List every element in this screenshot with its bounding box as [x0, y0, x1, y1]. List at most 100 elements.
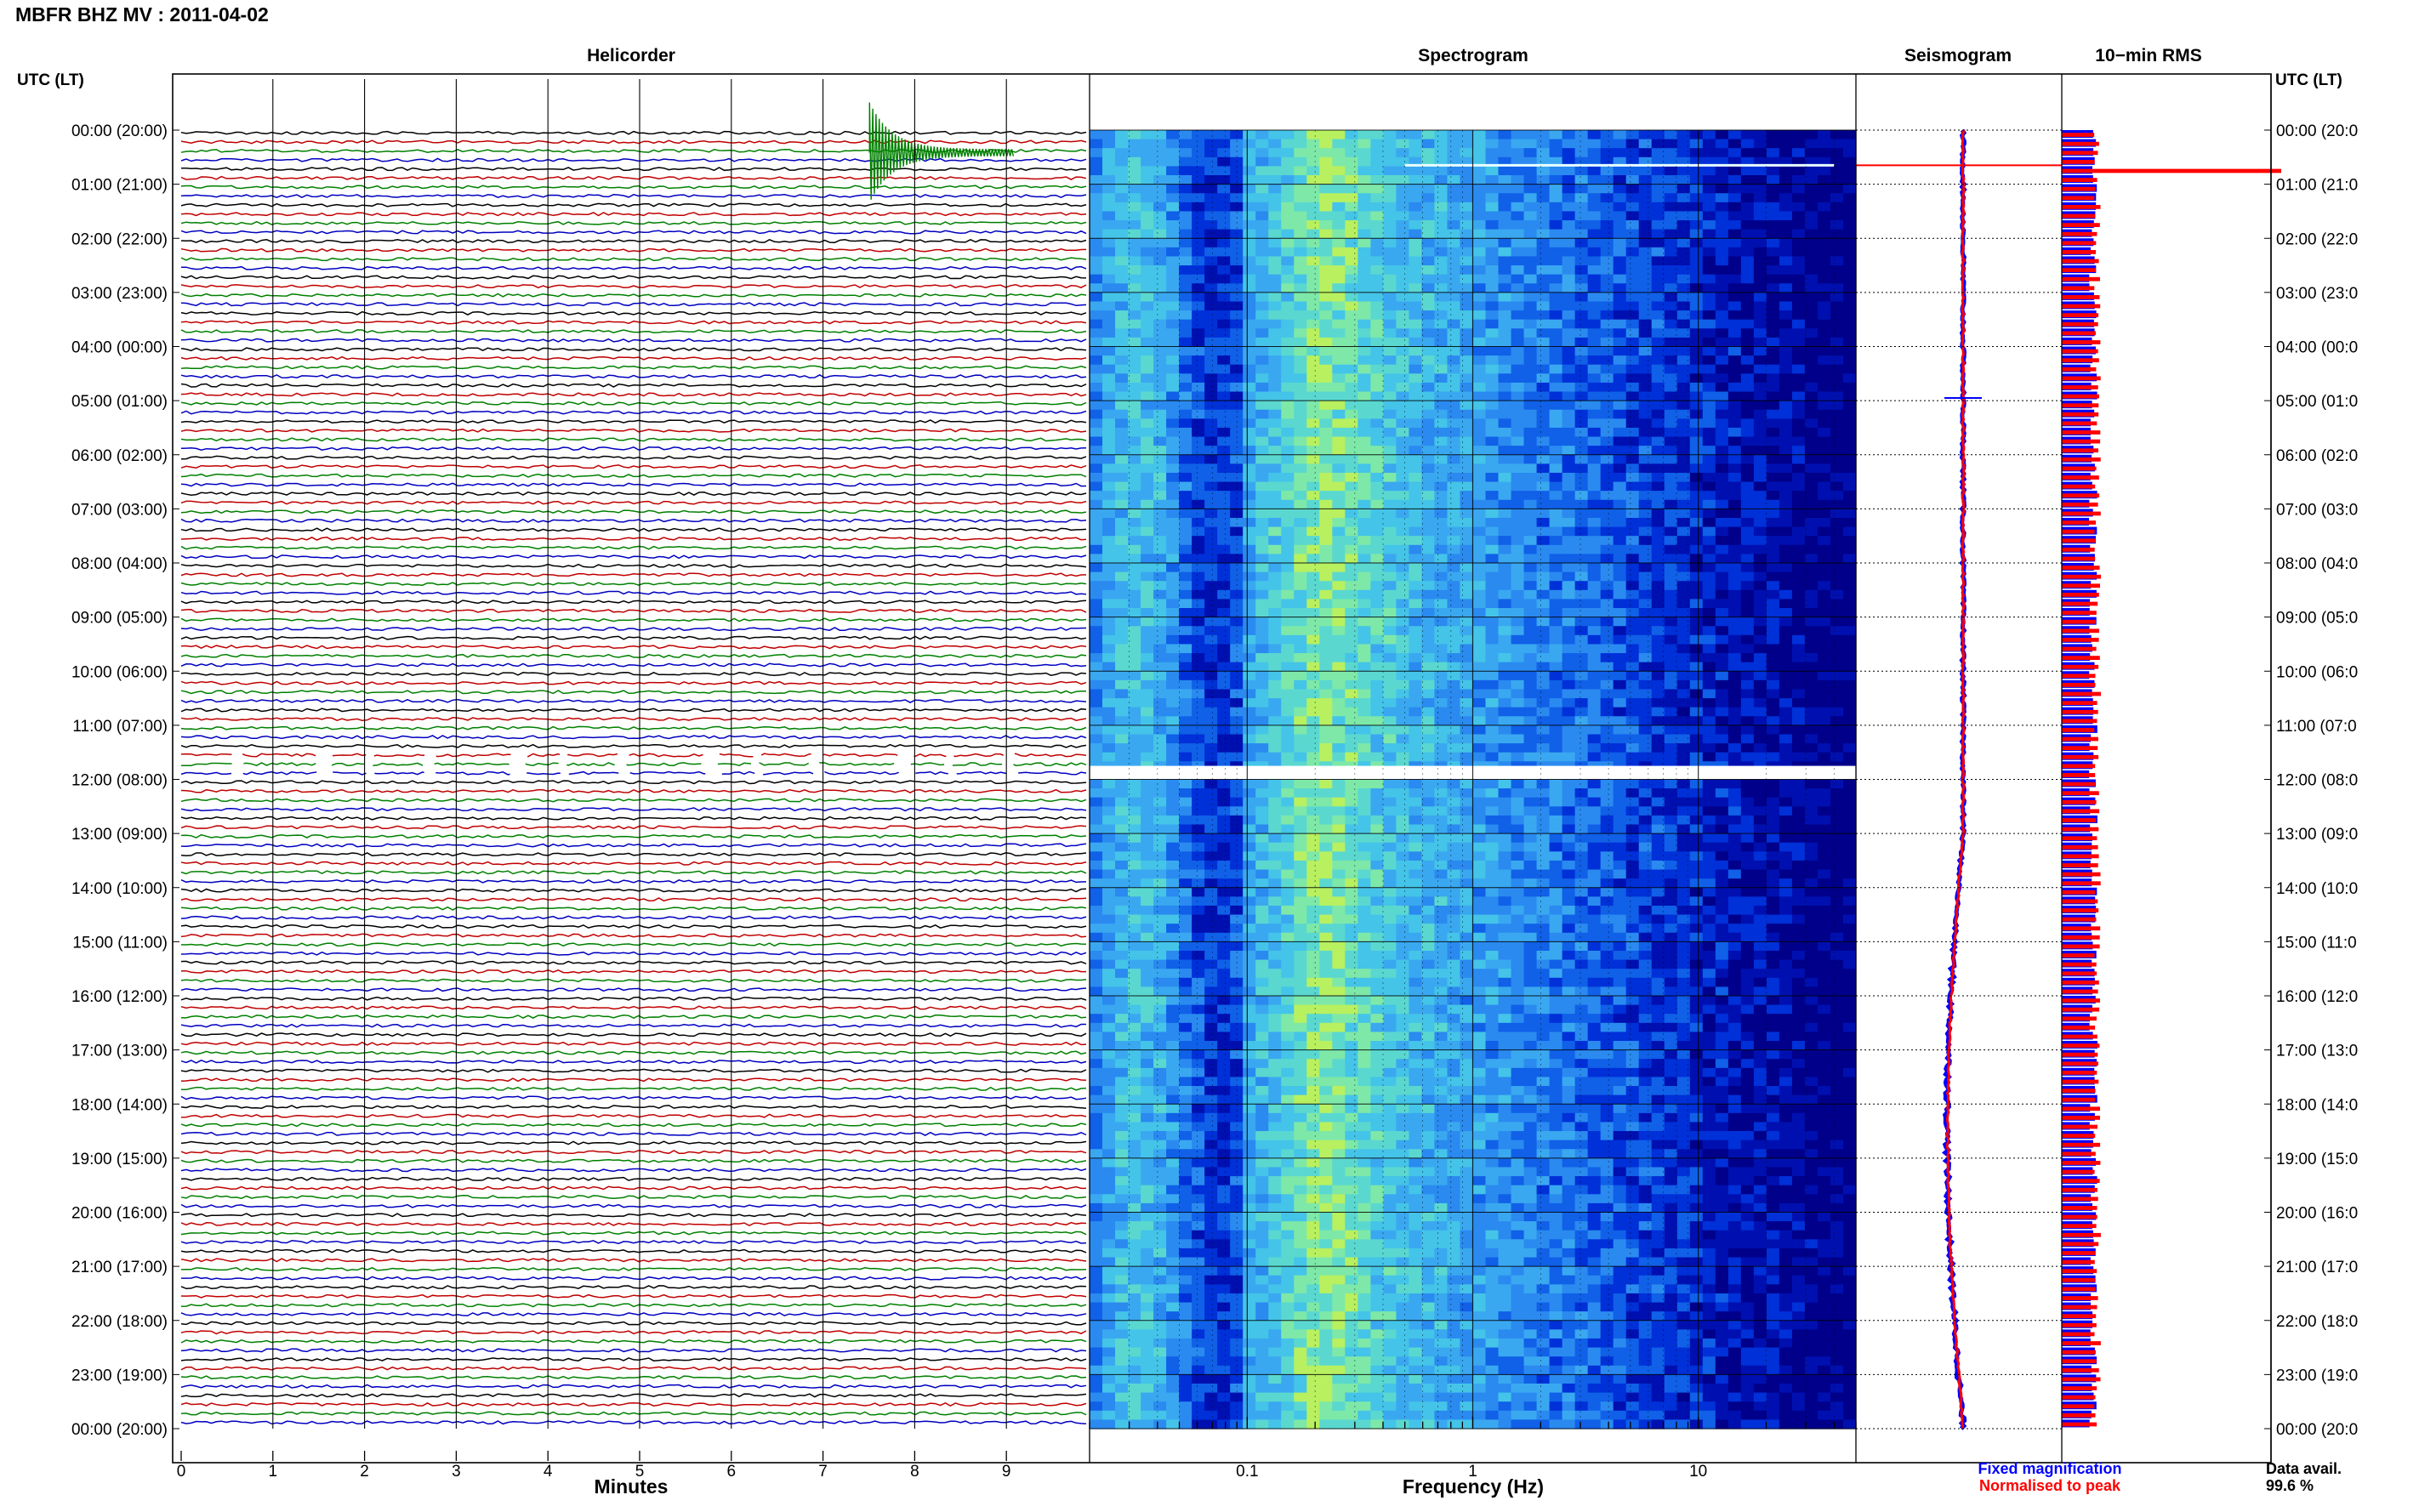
spectrogram-cell	[1281, 391, 1295, 401]
spectrogram-cell	[1842, 869, 1857, 879]
spectrogram-cell	[1600, 806, 1614, 816]
spectrogram-cell	[1345, 193, 1358, 203]
spectrogram-cell	[1549, 220, 1563, 230]
spectrogram-cell	[1498, 373, 1512, 384]
spectrogram-cell	[1332, 229, 1346, 239]
spectrogram-cell	[1409, 833, 1423, 844]
spectrogram-cell	[1638, 869, 1653, 879]
spectrogram-cell	[1727, 175, 1742, 185]
spectrogram-cell	[1192, 175, 1205, 185]
spectrogram-cell	[1115, 815, 1129, 826]
spectrogram-cell	[1562, 824, 1576, 834]
spectrogram-cell	[1409, 382, 1423, 393]
spectrogram-cell	[1536, 427, 1551, 438]
spectrogram-cell	[1536, 589, 1551, 600]
spectrogram-cell	[1574, 382, 1589, 393]
spectrogram-cell	[1651, 175, 1665, 185]
spectrogram-cell	[1817, 256, 1831, 266]
spectrogram-cell	[1243, 589, 1256, 600]
spectrogram-cell	[1485, 617, 1500, 627]
spectrogram-cell	[1345, 373, 1358, 384]
spectrogram-cell	[1472, 256, 1487, 266]
spectrogram-cell	[1753, 824, 1767, 834]
spectrogram-cell	[1141, 364, 1154, 374]
spectrogram-cell	[1587, 229, 1602, 239]
spectrogram-cell	[1600, 301, 1614, 311]
spectrogram-cell	[1128, 193, 1141, 203]
spectrogram-cell	[1702, 328, 1716, 338]
spectrogram-cell	[1587, 679, 1602, 691]
spectrogram-cell	[1357, 689, 1371, 699]
spectrogram-cell	[1779, 626, 1793, 636]
spectrogram-cell	[1383, 734, 1397, 744]
spectrogram-cell	[1562, 716, 1576, 726]
spectrogram-cell	[1255, 824, 1269, 834]
spectrogram-cell	[1727, 851, 1742, 861]
spectrogram-cell	[1217, 418, 1231, 429]
spectrogram-cell	[1511, 382, 1525, 393]
spectrogram-cell	[1396, 869, 1410, 879]
spectrogram-cell	[1740, 418, 1755, 429]
spectrogram-cell	[1498, 491, 1512, 501]
spectrogram-cell	[1434, 166, 1449, 176]
spectrogram-cell	[1600, 698, 1614, 708]
spectrogram-cell	[1204, 319, 1218, 329]
spectrogram-cell	[1587, 238, 1602, 248]
spectrogram-cell	[1498, 626, 1512, 636]
spectrogram-cell	[1179, 517, 1192, 528]
spectrogram-cell	[1434, 860, 1449, 871]
spectrogram-cell	[1740, 797, 1755, 807]
spectrogram-cell	[1562, 608, 1576, 618]
spectrogram-cell	[1166, 491, 1180, 501]
spectrogram-cell	[1332, 526, 1346, 537]
spectrogram-cell	[1217, 481, 1231, 492]
spectrogram-cell	[1562, 634, 1576, 645]
spectrogram-cell	[1842, 499, 1857, 509]
spectrogram-cell	[1536, 446, 1551, 456]
spectrogram-cell	[1166, 878, 1180, 889]
spectrogram-cell	[1715, 626, 1729, 636]
spectrogram-cell	[1766, 373, 1780, 384]
spectrogram-cell	[1740, 662, 1755, 672]
spectrogram-cell	[1421, 679, 1436, 691]
spectrogram-cell	[1613, 130, 1627, 140]
spectrogram-cell	[1357, 589, 1371, 600]
spectrogram-cell	[1536, 481, 1551, 492]
spectrogram-cell	[1613, 346, 1627, 356]
spectrogram-cell	[1625, 310, 1640, 321]
spectrogram-cell	[1357, 166, 1371, 176]
spectrogram-cell	[1779, 481, 1793, 492]
spectrogram-cell	[1434, 743, 1449, 753]
spectrogram-cell	[1460, 238, 1474, 248]
spectrogram-cell	[1638, 211, 1653, 221]
spectrogram-cell	[1804, 779, 1819, 789]
spectrogram-cell	[1255, 599, 1269, 609]
spectrogram-cell	[1638, 454, 1653, 464]
spectrogram-cell	[1243, 256, 1256, 266]
spectrogram-cell	[1460, 526, 1474, 537]
spectrogram-cell	[1830, 536, 1844, 546]
spectrogram-cell	[1804, 310, 1819, 321]
spectrogram-cell	[1268, 743, 1282, 753]
spectrogram-cell	[1345, 698, 1358, 708]
spectrogram-cell	[1740, 401, 1755, 411]
spectrogram-cell	[1434, 265, 1449, 276]
spectrogram-cell	[1715, 499, 1729, 509]
spectrogram-cell	[1842, 734, 1857, 744]
spectrogram-cell	[1651, 617, 1665, 627]
spectrogram-cell	[1472, 319, 1487, 329]
spectrogram-cell	[1574, 671, 1589, 681]
spectrogram-cell	[1268, 418, 1282, 429]
spectrogram-cell	[1587, 734, 1602, 744]
spectrogram-cell	[1536, 581, 1551, 591]
spectrogram-cell	[1306, 599, 1320, 609]
spectrogram-cell	[1498, 274, 1512, 284]
spectrogram-cell	[1702, 509, 1716, 519]
spectrogram-cell	[1766, 175, 1780, 185]
spectrogram-cell	[1357, 653, 1371, 663]
spectrogram-cell	[1434, 716, 1449, 726]
spectrogram-cell	[1536, 734, 1551, 744]
spectrogram-cell	[1255, 337, 1269, 348]
spectrogram-cell	[1727, 824, 1742, 834]
spectrogram-cell	[1115, 698, 1129, 708]
